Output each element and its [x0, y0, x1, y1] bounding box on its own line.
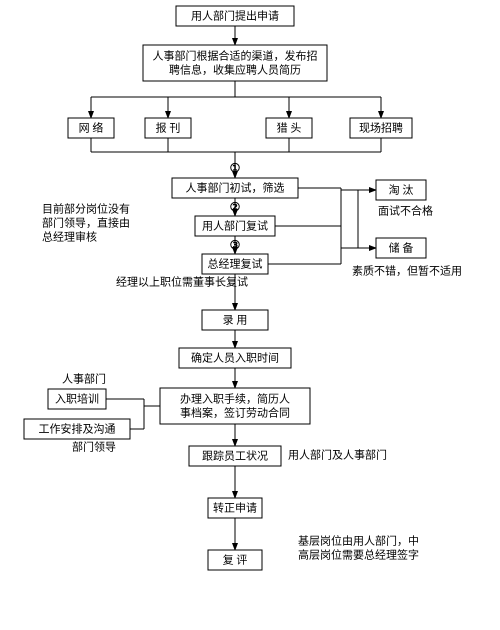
node-tr-label: 入职培训 — [55, 392, 99, 406]
node-n3d-label: 现场招聘 — [359, 121, 403, 135]
note-review-b: 高层岗位需要总经理签字 — [298, 548, 419, 562]
node-n3c: 猎 头 — [266, 118, 312, 138]
node-n11-label: 转正申请 — [213, 501, 257, 515]
note-left-1b: 部门领导，直接由 — [42, 216, 130, 230]
node-n8-label: 确定人员入职时间 — [191, 351, 279, 365]
node-n9: 办理入职手续，简历人事档案，签订劳动合同 — [160, 388, 310, 424]
node-tr: 入职培训 — [48, 389, 106, 409]
node-n2-label2: 聘信息，收集应聘人员简历 — [169, 63, 301, 77]
node-n11: 转正申请 — [208, 498, 262, 518]
node-n3b: 报 刊 — [145, 118, 191, 138]
node-n5-label: 用人部门复试 — [202, 219, 268, 233]
node-n3b-label: 报 刊 — [156, 121, 181, 135]
node-n2-label1: 人事部门根据合适的渠道，发布招 — [153, 49, 318, 63]
note-review-a: 基层岗位由用人部门，中 — [298, 534, 419, 548]
note-track: 用人部门及人事部门 — [288, 448, 387, 462]
note-deptlead: 部门领导 — [72, 440, 116, 454]
node-n3a-label: 网 络 — [79, 121, 104, 135]
node-n2: 人事部门根据合适的渠道，发布招聘信息，收集应聘人员简历 — [143, 45, 327, 81]
node-n10: 跟踪员工状况 — [189, 446, 281, 466]
note-chair: 经理以上职位需董事长复试 — [116, 275, 248, 289]
node-n7-label: 录 用 — [223, 314, 248, 327]
node-sd: 淘 汰 — [376, 180, 426, 200]
node-n6: 总经理复试 — [202, 254, 268, 274]
step-1-icon: ① — [230, 161, 241, 175]
node-ar-label: 工作安排及沟通 — [39, 422, 116, 436]
node-n10-label: 跟踪员工状况 — [202, 449, 268, 463]
node-sd-label: 淘 汰 — [389, 183, 414, 197]
node-cb: 储 备 — [376, 238, 426, 258]
node-n1-label: 用人部门提出申请 — [191, 9, 279, 23]
node-n8: 确定人员入职时间 — [179, 348, 291, 368]
node-n4-label: 人事部门初试，筛选 — [186, 181, 285, 195]
node-ar: 工作安排及沟通 — [24, 419, 130, 439]
note-fail: 面试不合格 — [378, 204, 433, 218]
node-n3d: 现场招聘 — [350, 118, 412, 138]
step-2-icon: ② — [230, 200, 241, 214]
node-n3a: 网 络 — [68, 118, 114, 138]
node-n7: 录 用 — [202, 310, 268, 330]
node-n3c-label: 猎 头 — [277, 121, 302, 135]
note-hrdept: 人事部门 — [62, 372, 106, 386]
node-n6-label: 总经理复试 — [208, 257, 263, 271]
node-n4: 人事部门初试，筛选 — [172, 178, 298, 198]
node-n5: 用人部门复试 — [195, 216, 275, 236]
note-left-1a: 目前部分岗位没有 — [42, 202, 130, 216]
node-n9-label2: 事档案，签订劳动合同 — [180, 406, 290, 420]
node-n9-label1: 办理入职手续，简历人 — [180, 392, 290, 406]
note-left-1c: 总经理审核 — [42, 230, 97, 244]
note-reserve: 素质不错，但暂不适用 — [352, 264, 462, 278]
node-cb-label: 储 备 — [389, 241, 414, 255]
node-n12-label: 复 评 — [223, 553, 248, 567]
step-3-icon: ③ — [230, 238, 241, 252]
node-n12: 复 评 — [208, 550, 262, 570]
node-n1: 用人部门提出申请 — [176, 6, 294, 26]
